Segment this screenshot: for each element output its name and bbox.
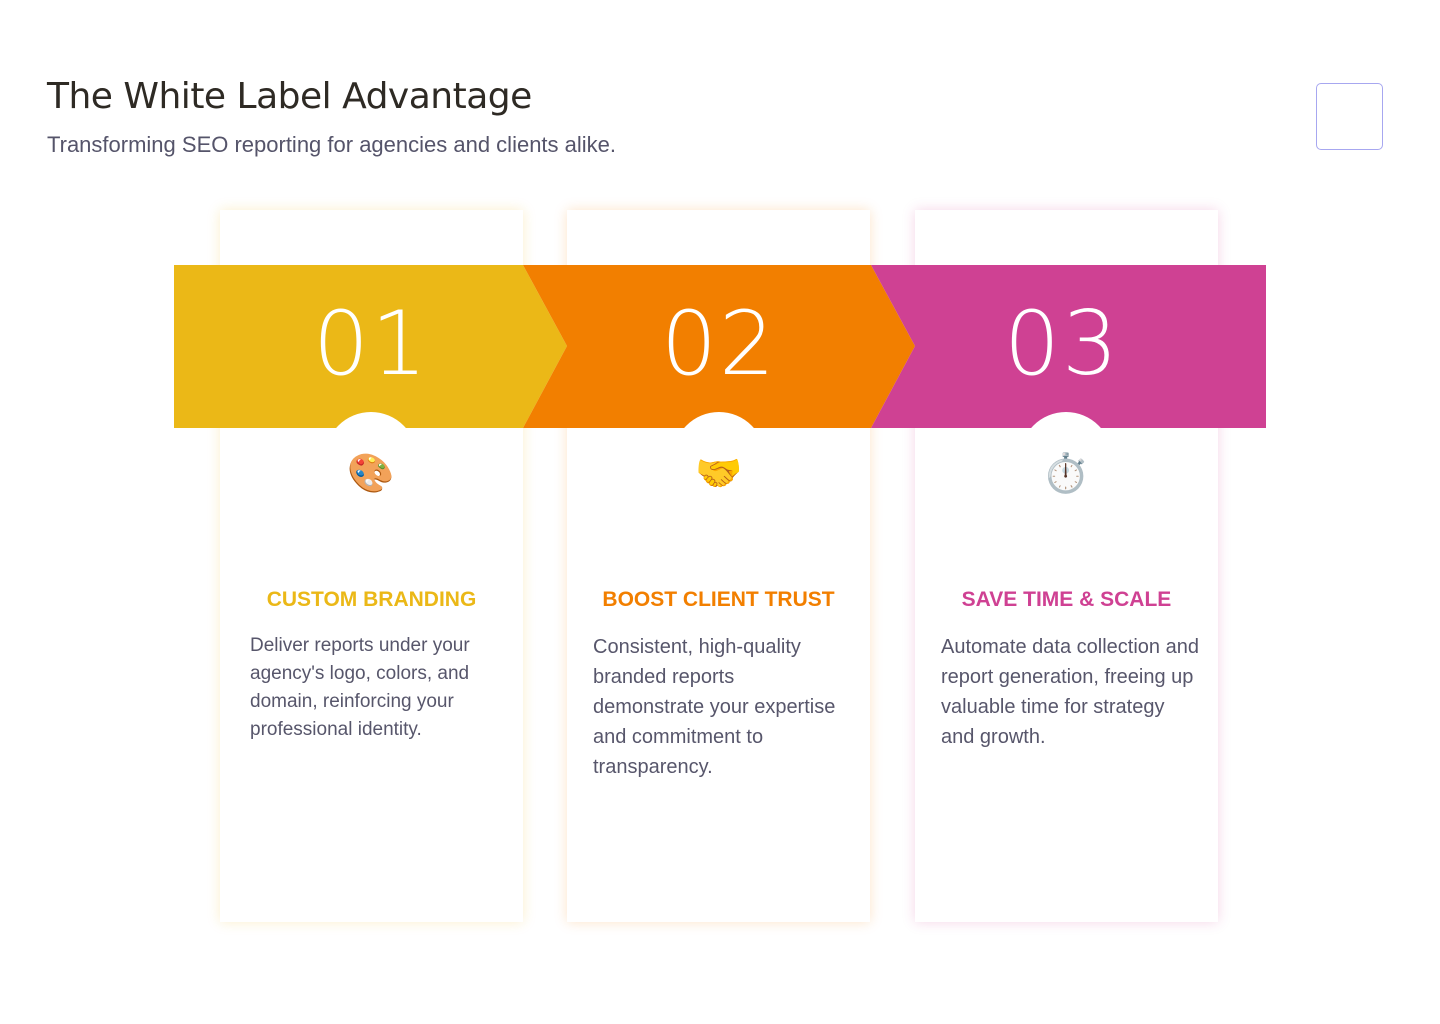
banner-segment-2 bbox=[523, 265, 915, 428]
page-title: The White Label Advantage bbox=[47, 76, 532, 117]
icon-circle-3 bbox=[1031, 412, 1101, 428]
corner-button[interactable] bbox=[1316, 83, 1383, 150]
step-number-3: 03 bbox=[1004, 292, 1120, 395]
step-title-3: SAVE TIME & SCALE bbox=[961, 588, 1172, 611]
artist-palette-icon: 🎨 bbox=[347, 453, 395, 495]
step-title-2: BOOST CLIENT TRUST bbox=[602, 588, 835, 611]
step-description-2: Consistent, high-quality branded reports… bbox=[593, 636, 836, 778]
step-description-1: Deliver reports under your agency's logo… bbox=[250, 635, 470, 740]
banner-segment-3 bbox=[871, 265, 1266, 428]
banner-segment-1 bbox=[174, 265, 567, 428]
icon-circle-1 bbox=[336, 412, 406, 428]
step-title-1: CUSTOM BRANDING bbox=[266, 588, 477, 611]
icon-circle-2 bbox=[684, 412, 754, 428]
step-number-2: 02 bbox=[661, 292, 777, 395]
page-subtitle: Transforming SEO reporting for agencies … bbox=[47, 132, 617, 157]
step-number-1: 01 bbox=[313, 292, 429, 395]
handshake-icon: 🤝 bbox=[695, 453, 743, 495]
step-description-3: Automate data collection and report gene… bbox=[941, 636, 1199, 748]
stopwatch-icon: ⏱️ bbox=[1042, 453, 1090, 495]
